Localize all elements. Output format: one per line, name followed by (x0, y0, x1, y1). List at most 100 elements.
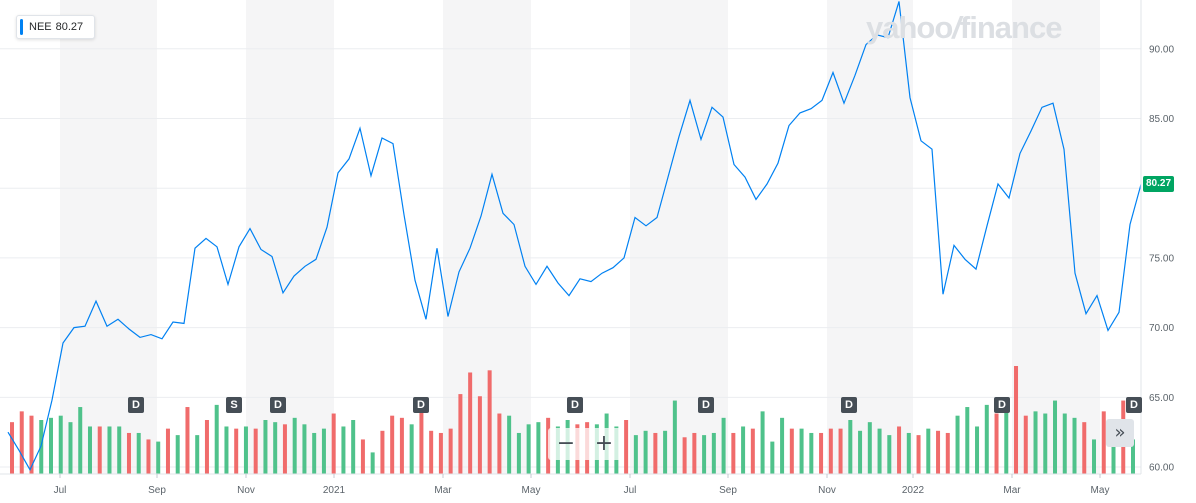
volume-bar (721, 417, 726, 474)
x-tick-label: Sep (719, 485, 737, 496)
dividend-event-marker[interactable]: D (270, 397, 286, 413)
volume-bar (497, 413, 502, 474)
volume-bar (458, 394, 463, 474)
month-band (827, 0, 913, 474)
volume-bar (341, 426, 346, 474)
volume-bar (663, 430, 668, 474)
volume-bar (975, 426, 980, 474)
volume-bar (302, 424, 307, 474)
volume-bar (78, 407, 83, 474)
volume-bar (126, 432, 131, 474)
volume-bar (370, 452, 375, 474)
zoom-in-button[interactable]: + (594, 431, 614, 456)
volume-bar (19, 411, 24, 474)
volume-bar (438, 432, 443, 474)
volume-bar (1023, 415, 1028, 474)
x-axis-ticks: Jul Sep Nov 2021 Mar May Jul Sep Nov 2022 Mar May (54, 474, 1109, 496)
volume-bar (994, 413, 999, 474)
y-tick-label: 75.00 (1149, 253, 1174, 264)
volume-bar (984, 404, 989, 474)
x-tick-label: Nov (237, 485, 255, 496)
volume-bar (117, 426, 122, 474)
volume-bar (1092, 439, 1097, 474)
alternating-month-bands (60, 0, 1100, 474)
dividend-event-marker[interactable]: D (567, 397, 583, 413)
volume-bar (29, 415, 34, 474)
x-tick-label: 2021 (323, 485, 346, 496)
volume-bar (672, 400, 677, 474)
volume-bar (243, 426, 248, 474)
volume-bar (750, 428, 755, 474)
x-tick-label: May (522, 485, 541, 496)
dividend-event-marker[interactable]: D (128, 397, 144, 413)
volume-bar (204, 420, 209, 474)
volume-bar (68, 422, 73, 474)
volume-bar (809, 432, 814, 474)
volume-bar (858, 430, 863, 474)
current-price-badge: 80.27 (1143, 176, 1174, 193)
volume-bar (741, 426, 746, 474)
y-tick-label: 65.00 (1149, 393, 1174, 404)
volume-bar (419, 398, 424, 474)
volume-bar (507, 415, 512, 474)
volume-bar (390, 415, 395, 474)
volume-bar (351, 420, 356, 474)
symbol-legend[interactable]: NEE 80.27 (16, 15, 96, 39)
dividend-event-marker[interactable]: D (1126, 397, 1142, 413)
y-tick-label: 90.00 (1149, 44, 1174, 55)
volume-bar (897, 426, 902, 474)
volume-bar (97, 426, 102, 474)
y-tick-label: 60.00 (1149, 463, 1174, 474)
yahoo-finance-logo: yahoo/finance (866, 10, 1062, 45)
dividend-event-marker[interactable]: D (994, 397, 1010, 413)
volume-bar (936, 430, 941, 474)
volume-bar (10, 422, 14, 474)
volume-bar (1053, 400, 1058, 474)
volume-bar (312, 432, 317, 474)
volume-bar (185, 407, 190, 474)
volume-bar (1082, 422, 1087, 474)
dividend-event-marker[interactable]: S (226, 397, 242, 413)
volume-bar (682, 437, 687, 474)
dividend-event-marker[interactable]: D (841, 397, 857, 413)
volume-bar (643, 430, 648, 474)
volume-bar (331, 413, 336, 474)
volume-bar (136, 432, 141, 474)
volume-bar (789, 428, 794, 474)
volume-bar (360, 439, 365, 474)
volume-bar (380, 430, 385, 474)
month-band (630, 0, 728, 474)
volume-bar (263, 420, 268, 474)
x-tick-label: Sep (148, 485, 166, 496)
volume-bar (653, 432, 658, 474)
zoom-out-button[interactable]: − (556, 431, 576, 456)
volume-bar (799, 428, 804, 474)
volume-bar (828, 428, 833, 474)
volume-bar (156, 441, 161, 474)
volume-bar (165, 428, 170, 474)
price-line (7, 1, 1142, 472)
volume-bar (253, 428, 258, 474)
volume-bar (487, 370, 492, 474)
volume-bar (819, 432, 824, 474)
volume-bar (234, 428, 239, 474)
dividend-event-marker[interactable]: D (413, 397, 429, 413)
x-tick-label: 2022 (902, 485, 925, 496)
volume-bar (1131, 439, 1135, 474)
volume-bar (955, 415, 960, 474)
volume-bar (780, 417, 785, 474)
scroll-to-latest-button[interactable]: » (1106, 419, 1134, 447)
volume-bar (770, 441, 775, 474)
dividend-event-marker[interactable]: D (698, 397, 714, 413)
volume-bar (965, 407, 970, 474)
volume-bar (409, 424, 414, 474)
volume-bar (536, 422, 541, 474)
y-tick-label: 70.00 (1149, 323, 1174, 334)
volume-bar (58, 415, 63, 474)
volume-bar (107, 426, 112, 474)
volume-bar (526, 424, 531, 474)
volume-bar (1004, 409, 1009, 474)
volume-bar (321, 428, 326, 474)
volume-bar (916, 435, 921, 474)
